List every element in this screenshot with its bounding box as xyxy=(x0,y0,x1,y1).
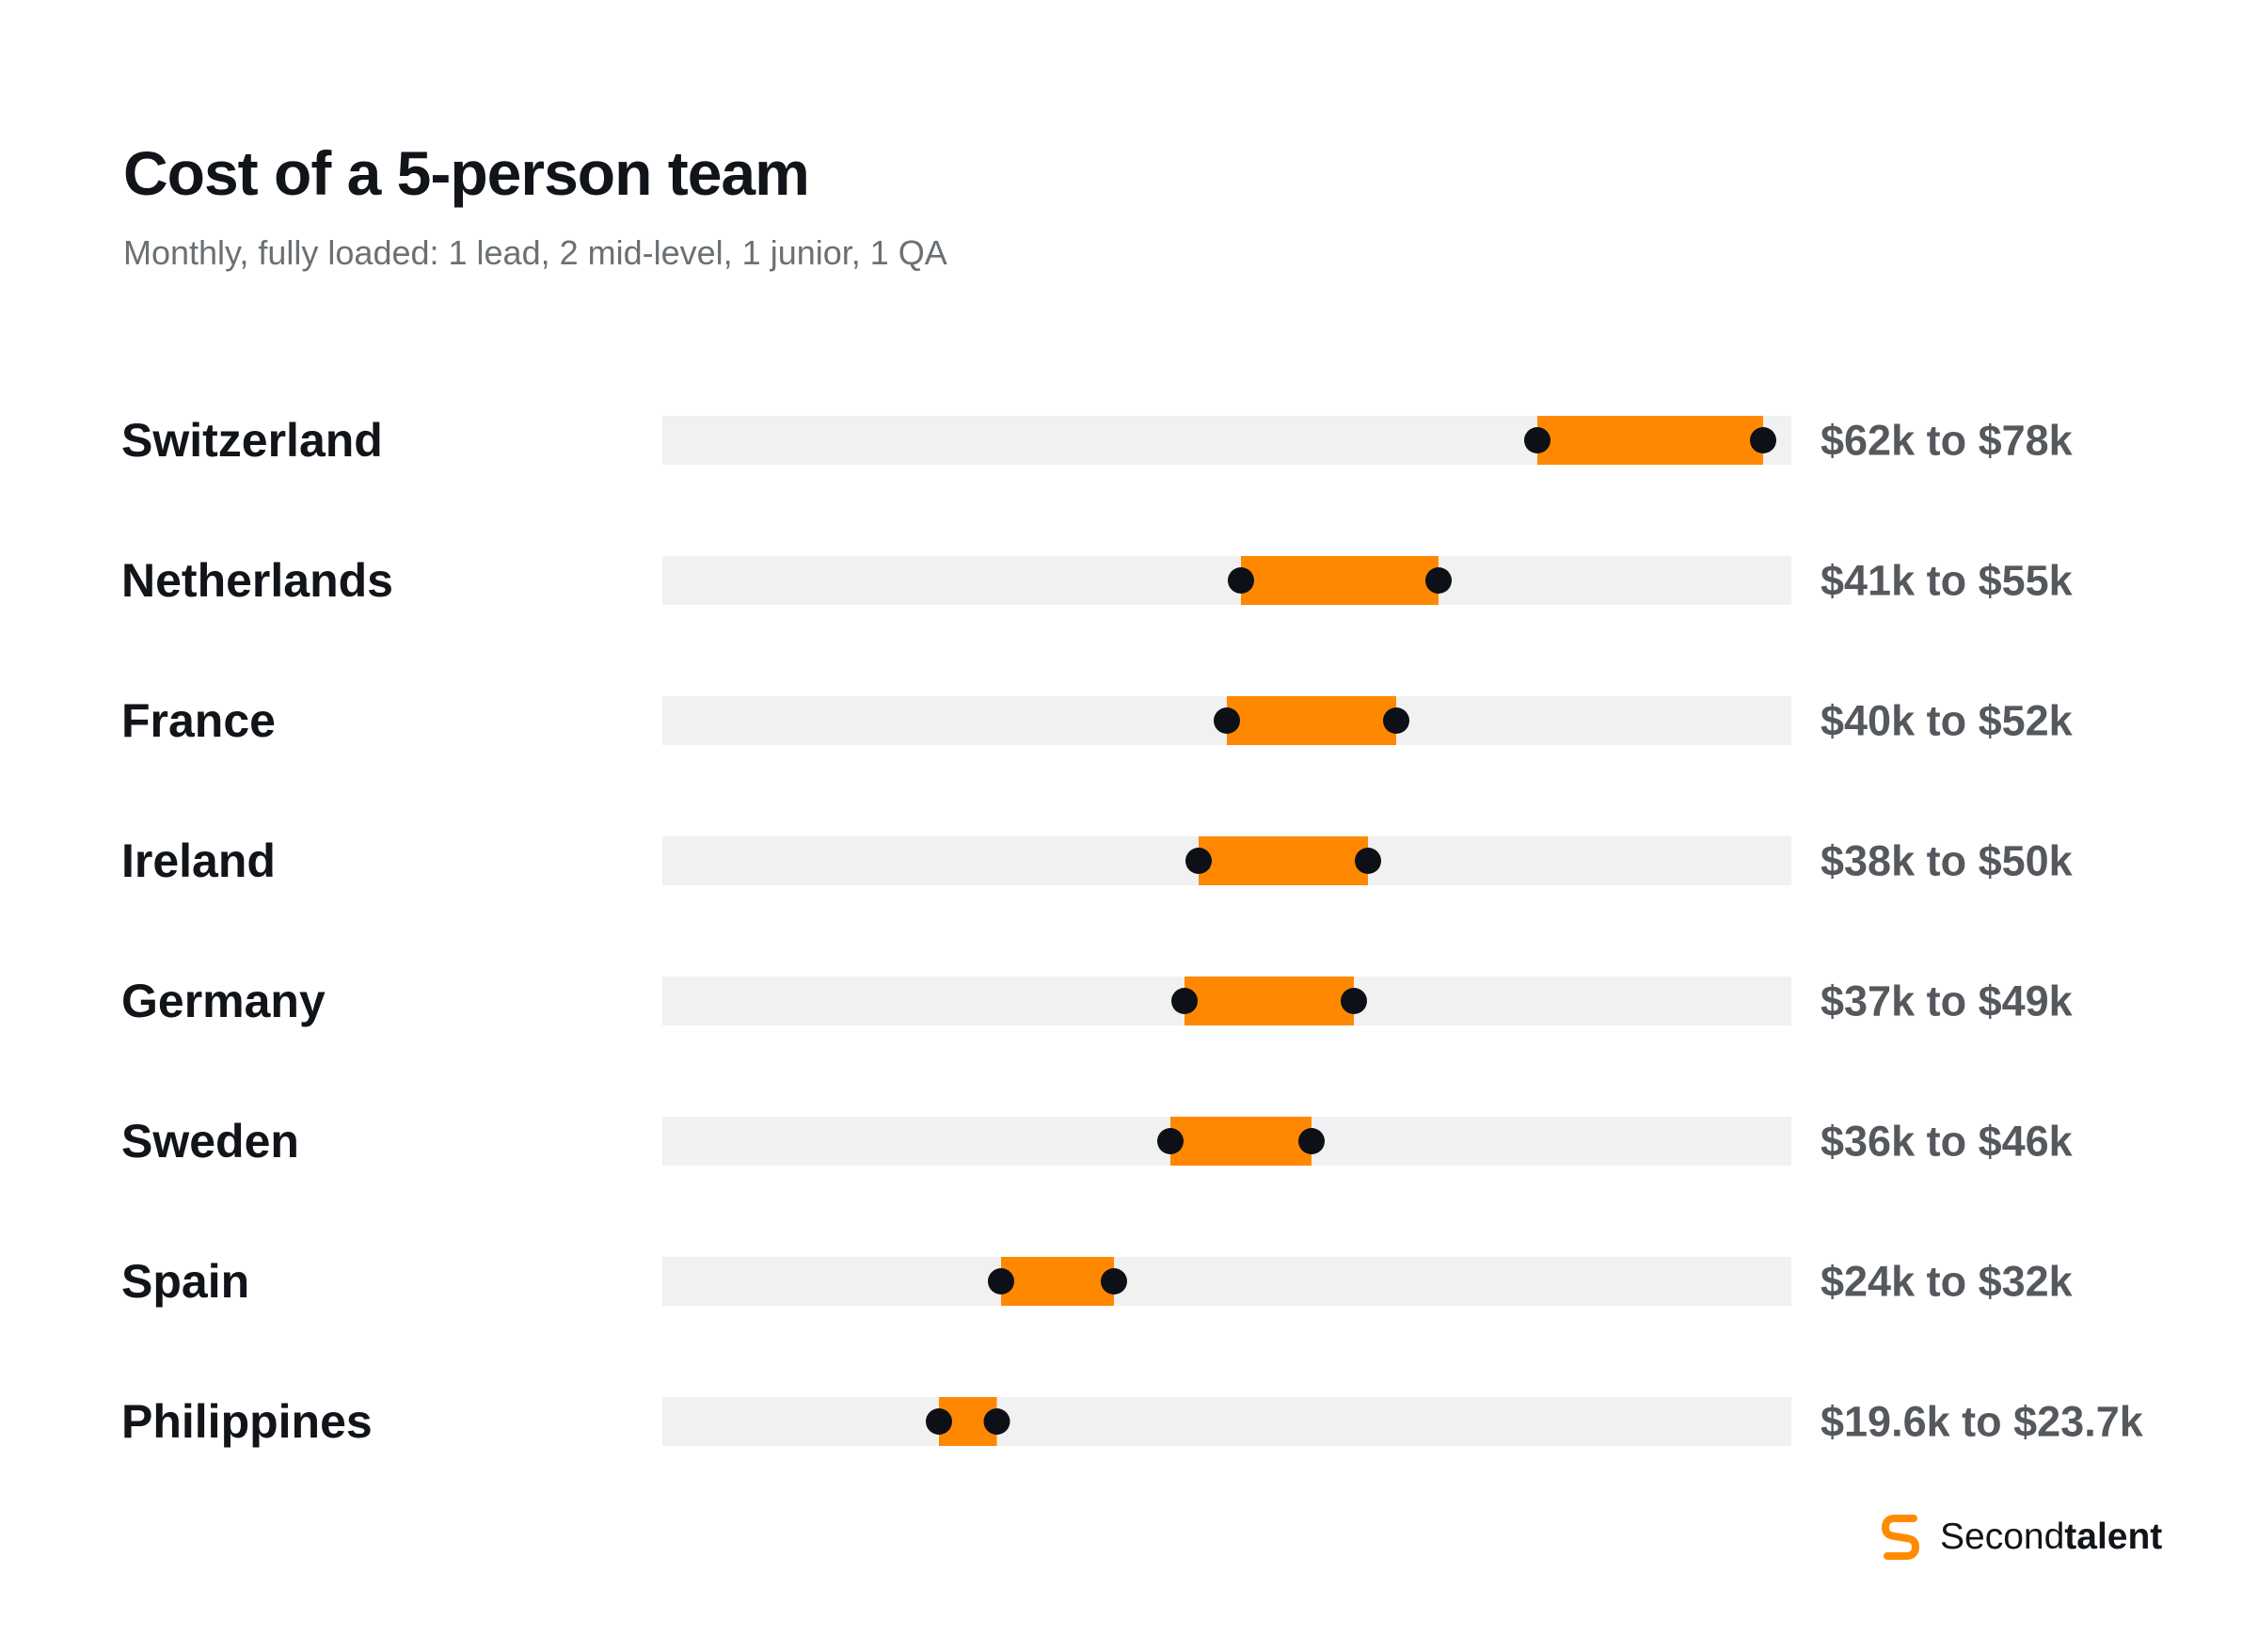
range-label-spain: $24k to $32k xyxy=(1821,1258,2074,1306)
category-label-germany: Germany xyxy=(121,975,326,1027)
high-point-spain xyxy=(1101,1268,1127,1295)
brand-name-bold: talent xyxy=(2064,1517,2163,1557)
brand-name-regular: Second xyxy=(1940,1517,2065,1557)
range-label-philippines: $19.6k to $23.7k xyxy=(1821,1398,2144,1446)
range-label-netherlands: $41k to $55k xyxy=(1821,557,2074,605)
category-label-philippines: Philippines xyxy=(121,1395,373,1448)
range-label-ireland: $38k to $50k xyxy=(1821,837,2074,885)
high-point-ireland xyxy=(1355,848,1381,874)
category-label-france: France xyxy=(121,694,276,747)
low-point-spain xyxy=(988,1268,1014,1295)
range-bar-ireland xyxy=(1199,836,1368,885)
low-point-netherlands xyxy=(1228,567,1254,594)
low-point-philippines xyxy=(926,1408,952,1435)
range-label-france: $40k to $52k xyxy=(1821,697,2074,745)
low-point-germany xyxy=(1171,988,1198,1014)
range-label-germany: $37k to $49k xyxy=(1821,977,2074,1025)
category-label-sweden: Sweden xyxy=(121,1115,299,1168)
high-point-netherlands xyxy=(1425,567,1452,594)
high-point-france xyxy=(1383,707,1409,734)
high-point-switzerland xyxy=(1750,427,1776,453)
brand-name: Secondtalent xyxy=(1940,1517,2162,1558)
high-point-germany xyxy=(1341,988,1367,1014)
chart-subtitle: Monthly, fully loaded: 1 lead, 2 mid-lev… xyxy=(123,233,947,272)
range-bar-netherlands xyxy=(1241,556,1439,605)
high-point-philippines xyxy=(983,1408,1010,1435)
range-bar-france xyxy=(1227,696,1396,745)
range-bar-sweden xyxy=(1170,1117,1312,1166)
category-label-spain: Spain xyxy=(121,1255,249,1308)
secondtalent-logo-icon xyxy=(1882,1515,1919,1560)
low-point-switzerland xyxy=(1524,427,1550,453)
low-point-sweden xyxy=(1157,1128,1184,1154)
range-bar-germany xyxy=(1185,977,1354,1025)
track-spain xyxy=(662,1257,1791,1306)
range-label-sweden: $36k to $46k xyxy=(1821,1118,2074,1166)
low-point-ireland xyxy=(1185,848,1212,874)
category-label-netherlands: Netherlands xyxy=(121,554,393,607)
range-bar-switzerland xyxy=(1537,416,1763,465)
low-point-france xyxy=(1214,707,1240,734)
brand-logo: Secondtalent xyxy=(1876,1509,2162,1565)
chart-title: Cost of a 5-person team xyxy=(123,138,810,208)
range-bar-spain xyxy=(1001,1257,1114,1306)
category-label-switzerland: Switzerland xyxy=(121,414,383,467)
category-label-ireland: Ireland xyxy=(121,834,276,887)
track-philippines xyxy=(662,1397,1791,1446)
high-point-sweden xyxy=(1298,1128,1325,1154)
range-label-switzerland: $62k to $78k xyxy=(1821,417,2074,465)
track-netherlands xyxy=(662,556,1791,605)
